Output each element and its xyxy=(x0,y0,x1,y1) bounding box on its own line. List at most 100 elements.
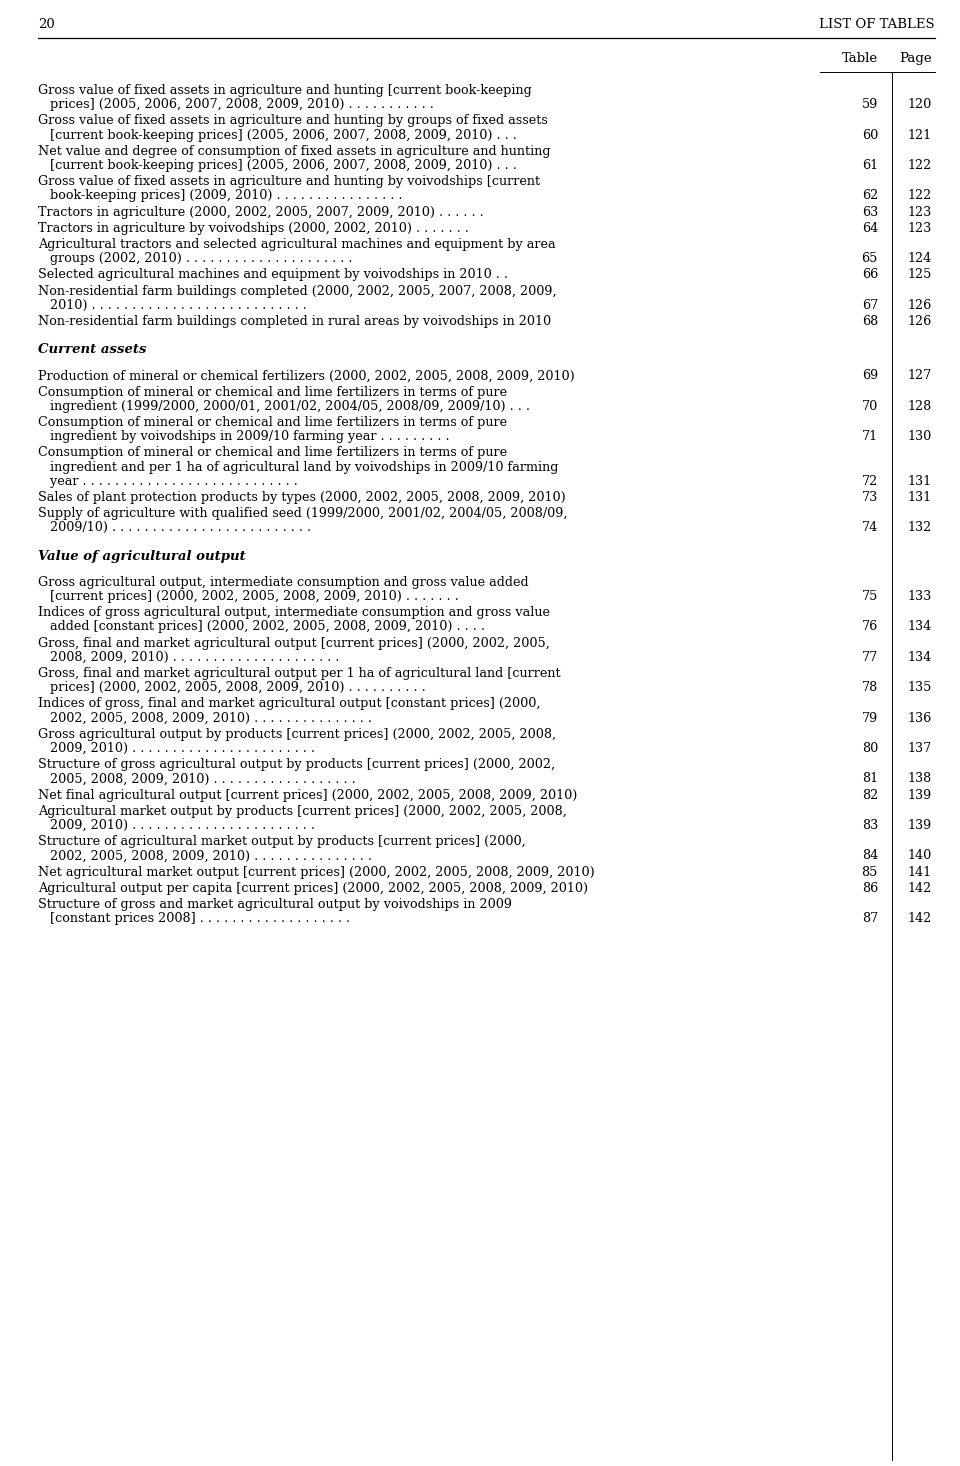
Text: 83: 83 xyxy=(862,819,878,833)
Text: Value of agricultural output: Value of agricultural output xyxy=(38,550,246,563)
Text: Agricultural output per capita [current prices] (2000, 2002, 2005, 2008, 2009, 2: Agricultural output per capita [current … xyxy=(38,883,588,894)
Text: 70: 70 xyxy=(862,400,878,413)
Text: Gross, final and market agricultural output [current prices] (2000, 2002, 2005,: Gross, final and market agricultural out… xyxy=(38,636,550,649)
Text: 65: 65 xyxy=(862,252,878,265)
Text: 132: 132 xyxy=(908,522,932,535)
Text: 2010) . . . . . . . . . . . . . . . . . . . . . . . . . . .: 2010) . . . . . . . . . . . . . . . . . … xyxy=(38,299,307,312)
Text: 63: 63 xyxy=(862,205,878,218)
Text: Non-residential farm buildings completed (2000, 2002, 2005, 2007, 2008, 2009,: Non-residential farm buildings completed… xyxy=(38,284,557,298)
Text: 122: 122 xyxy=(908,189,932,202)
Text: 142: 142 xyxy=(908,912,932,925)
Text: 69: 69 xyxy=(862,369,878,383)
Text: [current book-keeping prices] (2005, 2006, 2007, 2008, 2009, 2010) . . .: [current book-keeping prices] (2005, 200… xyxy=(38,158,516,172)
Text: 84: 84 xyxy=(862,849,878,862)
Text: 2009, 2010) . . . . . . . . . . . . . . . . . . . . . . .: 2009, 2010) . . . . . . . . . . . . . . … xyxy=(38,819,315,833)
Text: 66: 66 xyxy=(862,268,878,281)
Text: 131: 131 xyxy=(908,491,932,504)
Text: Gross value of fixed assets in agriculture and hunting by groups of fixed assets: Gross value of fixed assets in agricultu… xyxy=(38,114,548,128)
Text: 120: 120 xyxy=(908,98,932,111)
Text: 87: 87 xyxy=(862,912,878,925)
Text: Gross agricultural output by products [current prices] (2000, 2002, 2005, 2008,: Gross agricultural output by products [c… xyxy=(38,727,556,740)
Text: 130: 130 xyxy=(908,430,932,443)
Text: 124: 124 xyxy=(908,252,932,265)
Text: Selected agricultural machines and equipment by voivodships in 2010 . .: Selected agricultural machines and equip… xyxy=(38,268,508,281)
Text: Consumption of mineral or chemical and lime fertilizers in terms of pure: Consumption of mineral or chemical and l… xyxy=(38,386,507,399)
Text: 59: 59 xyxy=(862,98,878,111)
Text: 2002, 2005, 2008, 2009, 2010) . . . . . . . . . . . . . . .: 2002, 2005, 2008, 2009, 2010) . . . . . … xyxy=(38,849,372,862)
Text: 139: 139 xyxy=(908,789,932,802)
Text: Current assets: Current assets xyxy=(38,343,147,356)
Text: [current prices] (2000, 2002, 2005, 2008, 2009, 2010) . . . . . . .: [current prices] (2000, 2002, 2005, 2008… xyxy=(38,589,459,603)
Text: prices] (2005, 2006, 2007, 2008, 2009, 2010) . . . . . . . . . . .: prices] (2005, 2006, 2007, 2008, 2009, 2… xyxy=(38,98,434,111)
Text: 79: 79 xyxy=(862,711,878,724)
Text: Net agricultural market output [current prices] (2000, 2002, 2005, 2008, 2009, 2: Net agricultural market output [current … xyxy=(38,865,595,878)
Text: 128: 128 xyxy=(908,400,932,413)
Text: ingredient and per 1 ha of agricultural land by voivodships in 2009/10 farming: ingredient and per 1 ha of agricultural … xyxy=(38,460,559,474)
Text: 126: 126 xyxy=(908,315,932,328)
Text: 131: 131 xyxy=(908,475,932,488)
Text: year . . . . . . . . . . . . . . . . . . . . . . . . . . .: year . . . . . . . . . . . . . . . . . .… xyxy=(38,475,298,488)
Text: [constant prices 2008] . . . . . . . . . . . . . . . . . . .: [constant prices 2008] . . . . . . . . .… xyxy=(38,912,350,925)
Text: 2009/10) . . . . . . . . . . . . . . . . . . . . . . . . .: 2009/10) . . . . . . . . . . . . . . . .… xyxy=(38,522,311,535)
Text: ingredient by voivodships in 2009/10 farming year . . . . . . . . .: ingredient by voivodships in 2009/10 far… xyxy=(38,430,449,443)
Text: 2008, 2009, 2010) . . . . . . . . . . . . . . . . . . . . .: 2008, 2009, 2010) . . . . . . . . . . . … xyxy=(38,651,340,664)
Text: 73: 73 xyxy=(862,491,878,504)
Text: 123: 123 xyxy=(908,205,932,218)
Text: 126: 126 xyxy=(908,299,932,312)
Text: 61: 61 xyxy=(862,158,878,172)
Text: Gross value of fixed assets in agriculture and hunting by voivodships [current: Gross value of fixed assets in agricultu… xyxy=(38,176,540,188)
Text: 127: 127 xyxy=(908,369,932,383)
Text: 67: 67 xyxy=(862,299,878,312)
Text: 82: 82 xyxy=(862,789,878,802)
Text: ingredient (1999/2000, 2000/01, 2001/02, 2004/05, 2008/09, 2009/10) . . .: ingredient (1999/2000, 2000/01, 2001/02,… xyxy=(38,400,530,413)
Text: Structure of gross agricultural output by products [current prices] (2000, 2002,: Structure of gross agricultural output b… xyxy=(38,758,555,771)
Text: Net value and degree of consumption of fixed assets in agriculture and hunting: Net value and degree of consumption of f… xyxy=(38,145,550,158)
Text: Supply of agriculture with qualified seed (1999/2000, 2001/02, 2004/05, 2008/09,: Supply of agriculture with qualified see… xyxy=(38,507,567,520)
Text: 140: 140 xyxy=(908,849,932,862)
Text: Page: Page xyxy=(900,51,932,65)
Text: [current book-keeping prices] (2005, 2006, 2007, 2008, 2009, 2010) . . .: [current book-keeping prices] (2005, 200… xyxy=(38,129,516,142)
Text: Agricultural tractors and selected agricultural machines and equipment by area: Agricultural tractors and selected agric… xyxy=(38,237,556,251)
Text: 125: 125 xyxy=(907,268,932,281)
Text: Net final agricultural output [current prices] (2000, 2002, 2005, 2008, 2009, 20: Net final agricultural output [current p… xyxy=(38,789,577,802)
Text: 20: 20 xyxy=(38,18,55,31)
Text: 123: 123 xyxy=(908,221,932,235)
Text: 133: 133 xyxy=(908,589,932,603)
Text: 85: 85 xyxy=(862,865,878,878)
Text: book-keeping prices] (2009, 2010) . . . . . . . . . . . . . . . .: book-keeping prices] (2009, 2010) . . . … xyxy=(38,189,402,202)
Text: 76: 76 xyxy=(862,620,878,633)
Text: 60: 60 xyxy=(862,129,878,142)
Text: 86: 86 xyxy=(862,883,878,894)
Text: added [constant prices] (2000, 2002, 2005, 2008, 2009, 2010) . . . .: added [constant prices] (2000, 2002, 200… xyxy=(38,620,485,633)
Text: 2002, 2005, 2008, 2009, 2010) . . . . . . . . . . . . . . .: 2002, 2005, 2008, 2009, 2010) . . . . . … xyxy=(38,711,372,724)
Text: Gross, final and market agricultural output per 1 ha of agricultural land [curre: Gross, final and market agricultural out… xyxy=(38,667,561,680)
Text: 134: 134 xyxy=(908,620,932,633)
Text: 138: 138 xyxy=(908,773,932,786)
Text: 81: 81 xyxy=(862,773,878,786)
Text: Tractors in agriculture (2000, 2002, 2005, 2007, 2009, 2010) . . . . . .: Tractors in agriculture (2000, 2002, 200… xyxy=(38,205,484,218)
Text: Structure of agricultural market output by products [current prices] (2000,: Structure of agricultural market output … xyxy=(38,836,526,849)
Text: prices] (2000, 2002, 2005, 2008, 2009, 2010) . . . . . . . . . .: prices] (2000, 2002, 2005, 2008, 2009, 2… xyxy=(38,682,425,695)
Text: 77: 77 xyxy=(862,651,878,664)
Text: Sales of plant protection products by types (2000, 2002, 2005, 2008, 2009, 2010): Sales of plant protection products by ty… xyxy=(38,491,565,504)
Text: Table: Table xyxy=(842,51,878,65)
Text: 139: 139 xyxy=(908,819,932,833)
Text: 75: 75 xyxy=(862,589,878,603)
Text: 2005, 2008, 2009, 2010) . . . . . . . . . . . . . . . . . .: 2005, 2008, 2009, 2010) . . . . . . . . … xyxy=(38,773,356,786)
Text: 121: 121 xyxy=(908,129,932,142)
Text: Structure of gross and market agricultural output by voivodships in 2009: Structure of gross and market agricultur… xyxy=(38,899,512,910)
Text: 62: 62 xyxy=(862,189,878,202)
Text: 80: 80 xyxy=(862,742,878,755)
Text: Indices of gross, final and market agricultural output [constant prices] (2000,: Indices of gross, final and market agric… xyxy=(38,698,540,711)
Text: 72: 72 xyxy=(862,475,878,488)
Text: LIST OF TABLES: LIST OF TABLES xyxy=(820,18,935,31)
Text: 71: 71 xyxy=(862,430,878,443)
Text: 135: 135 xyxy=(907,682,932,695)
Text: Consumption of mineral or chemical and lime fertilizers in terms of pure: Consumption of mineral or chemical and l… xyxy=(38,416,507,430)
Text: 141: 141 xyxy=(908,865,932,878)
Text: Agricultural market output by products [current prices] (2000, 2002, 2005, 2008,: Agricultural market output by products [… xyxy=(38,805,566,818)
Text: Production of mineral or chemical fertilizers (2000, 2002, 2005, 2008, 2009, 201: Production of mineral or chemical fertil… xyxy=(38,369,575,383)
Text: 64: 64 xyxy=(862,221,878,235)
Text: 78: 78 xyxy=(862,682,878,695)
Text: 142: 142 xyxy=(908,883,932,894)
